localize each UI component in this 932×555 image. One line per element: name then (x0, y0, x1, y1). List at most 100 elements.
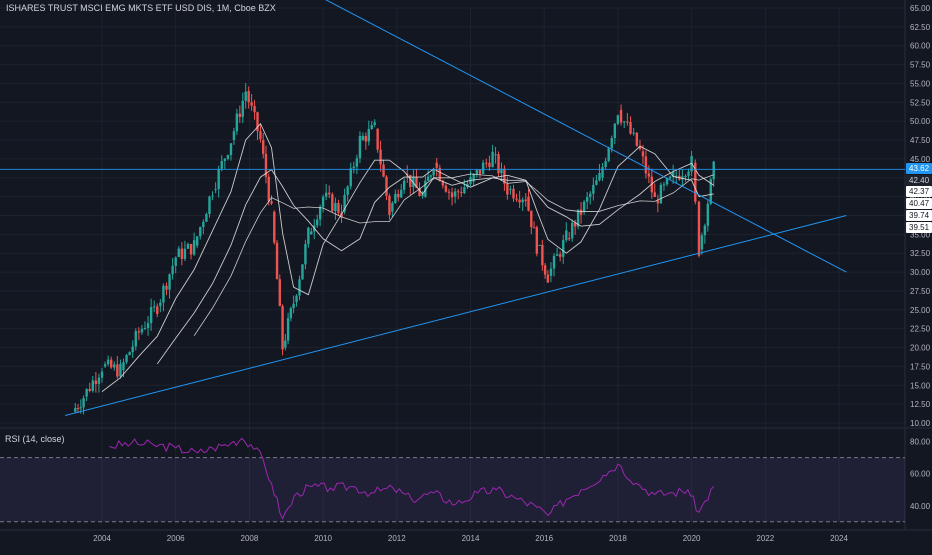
candle-body (295, 295, 298, 303)
candle-body (712, 161, 715, 180)
candle-body (524, 199, 527, 201)
candle-body (532, 227, 536, 229)
candle-body (497, 154, 500, 174)
candle-body (116, 364, 119, 377)
price-value-label-box (906, 210, 932, 221)
candle-body (180, 248, 184, 259)
candle-body (125, 355, 128, 363)
candle-body (475, 169, 479, 174)
price-value-label: 42.40 (909, 176, 930, 185)
price-tick-label: 47.50 (910, 136, 931, 145)
time-tick-label: 2014 (462, 534, 480, 543)
candle-body (671, 172, 675, 177)
price-tick-label: 60.00 (910, 42, 931, 51)
candle-body (376, 128, 379, 150)
price-tick-label: 57.50 (910, 61, 931, 70)
candle-body (506, 183, 509, 195)
candle-body (232, 131, 236, 141)
candle-body (541, 244, 544, 266)
price-tick-label: 30.00 (910, 268, 931, 277)
candle-body (535, 227, 539, 254)
candle-body (447, 191, 451, 193)
price-value-label-box (906, 175, 932, 186)
candle-body (418, 187, 421, 197)
candle-body (538, 244, 541, 246)
rsi-band-fill (0, 457, 905, 522)
candle-body (582, 201, 586, 212)
candle-body (668, 176, 672, 179)
candle-body (435, 162, 438, 168)
candle-body (432, 170, 435, 176)
candle-body (619, 109, 623, 123)
time-tick-label: 2016 (535, 534, 553, 543)
time-tick-label: 2020 (683, 534, 701, 543)
price-tick-label: 50.00 (910, 117, 931, 126)
candle-body (441, 180, 445, 186)
candle-body (153, 306, 156, 308)
candle-body (273, 211, 276, 243)
candle-body (444, 185, 448, 192)
candle-body (177, 248, 180, 257)
candle-body (119, 363, 122, 377)
candle-body (662, 184, 666, 186)
price-tick-label: 65.00 (910, 4, 931, 13)
candle-body (171, 265, 174, 275)
candle-body (697, 201, 701, 256)
candle-body (321, 196, 325, 207)
candle-body (453, 191, 457, 197)
price-tick-label: 22.50 (910, 325, 931, 334)
candle-body (270, 201, 273, 204)
candle-body (220, 160, 223, 169)
candle-body (162, 285, 165, 303)
candle-body (478, 169, 482, 174)
candle-body (488, 162, 491, 167)
candle-body (275, 242, 279, 280)
candle-body (687, 171, 690, 176)
candle-body (555, 254, 559, 256)
candle-body (229, 143, 233, 156)
candle-body (659, 184, 663, 204)
candle-body (331, 194, 334, 212)
candle-body (607, 148, 610, 161)
trendline-1 (325, 0, 847, 273)
price-tick-label: 25.00 (910, 306, 931, 315)
candle-body (298, 279, 301, 296)
price-value-label: 40.47 (909, 199, 930, 208)
candle-body (592, 184, 595, 194)
candle-body (186, 243, 190, 249)
rsi-tick-label: 40.00 (910, 502, 931, 511)
price-tick-label: 35.00 (910, 230, 931, 239)
price-tick-label: 27.50 (910, 287, 931, 296)
candle-body (426, 176, 430, 181)
candle-body (310, 231, 313, 235)
candle-body (346, 186, 349, 195)
candle-body (598, 173, 601, 181)
candle-body (641, 151, 645, 157)
candle-body (343, 194, 346, 212)
candle-body (168, 274, 171, 290)
price-value-label-box (906, 163, 932, 174)
candle-body (397, 193, 400, 198)
candle-body (316, 219, 319, 226)
candle-body (79, 407, 83, 409)
candle-body (460, 192, 463, 194)
candle-body (635, 132, 639, 146)
candle-body (106, 359, 110, 365)
candle-body (88, 388, 91, 391)
candle-body (267, 176, 270, 202)
candle-body (626, 121, 629, 123)
candle-body (623, 121, 626, 123)
candle-body (700, 235, 704, 250)
candle-body (485, 162, 488, 164)
candle-body (565, 230, 568, 241)
candle-body (629, 122, 632, 134)
candle-body (100, 371, 104, 378)
moving-average-line-2 (156, 162, 714, 365)
candle-body (703, 225, 707, 236)
candle-body (373, 122, 376, 125)
candle-body (256, 112, 259, 132)
candle-body (613, 123, 617, 139)
candle-body (94, 380, 98, 384)
